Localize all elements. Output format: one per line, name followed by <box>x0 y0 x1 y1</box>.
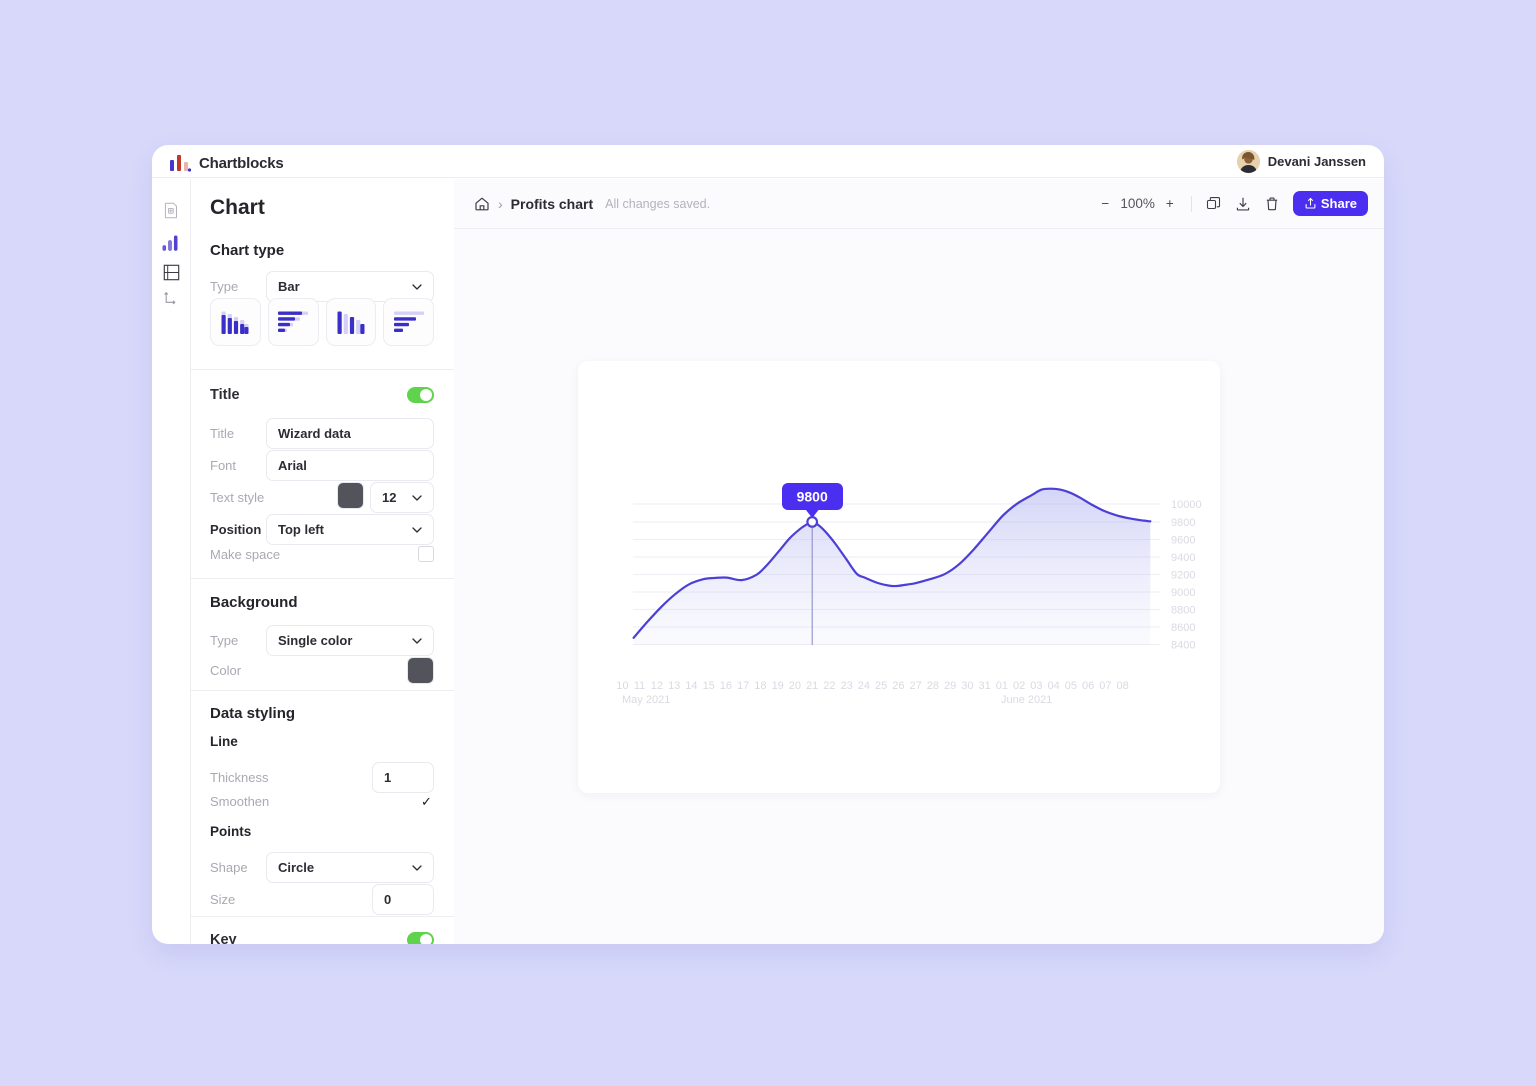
svg-text:8800: 8800 <box>1171 605 1195 617</box>
svg-text:10: 10 <box>616 680 628 692</box>
svg-text:19: 19 <box>772 680 784 692</box>
svg-text:21: 21 <box>806 680 818 692</box>
svg-text:23: 23 <box>840 680 852 692</box>
svg-text:18: 18 <box>754 680 766 692</box>
svg-text:22: 22 <box>823 680 835 692</box>
svg-text:30: 30 <box>961 680 973 692</box>
svg-text:12: 12 <box>651 680 663 692</box>
svg-text:25: 25 <box>875 680 887 692</box>
svg-text:08: 08 <box>1116 680 1128 692</box>
svg-text:17: 17 <box>737 680 749 692</box>
svg-text:04: 04 <box>1047 680 1059 692</box>
svg-text:9600: 9600 <box>1171 535 1195 547</box>
svg-text:01: 01 <box>996 680 1008 692</box>
svg-text:14: 14 <box>685 680 697 692</box>
svg-text:26: 26 <box>892 680 904 692</box>
svg-text:29: 29 <box>944 680 956 692</box>
svg-text:15: 15 <box>703 680 715 692</box>
svg-text:20: 20 <box>789 680 801 692</box>
svg-text:June 2021: June 2021 <box>1001 694 1052 706</box>
svg-text:06: 06 <box>1082 680 1094 692</box>
svg-text:13: 13 <box>668 680 680 692</box>
svg-text:9800: 9800 <box>797 489 828 505</box>
svg-text:9800: 9800 <box>1171 517 1195 529</box>
svg-text:28: 28 <box>927 680 939 692</box>
svg-text:11: 11 <box>634 680 645 692</box>
svg-text:31: 31 <box>978 680 990 692</box>
svg-text:9200: 9200 <box>1171 570 1195 582</box>
svg-text:03: 03 <box>1030 680 1042 692</box>
svg-text:05: 05 <box>1065 680 1077 692</box>
svg-text:10000: 10000 <box>1171 499 1202 511</box>
svg-text:16: 16 <box>720 680 732 692</box>
svg-text:May 2021: May 2021 <box>622 694 670 706</box>
svg-text:8400: 8400 <box>1171 640 1195 652</box>
svg-text:24: 24 <box>858 680 870 692</box>
svg-text:9400: 9400 <box>1171 552 1195 564</box>
svg-text:07: 07 <box>1099 680 1111 692</box>
svg-text:9000: 9000 <box>1171 587 1195 599</box>
svg-text:8600: 8600 <box>1171 622 1195 634</box>
svg-text:27: 27 <box>909 680 921 692</box>
svg-text:02: 02 <box>1013 680 1025 692</box>
